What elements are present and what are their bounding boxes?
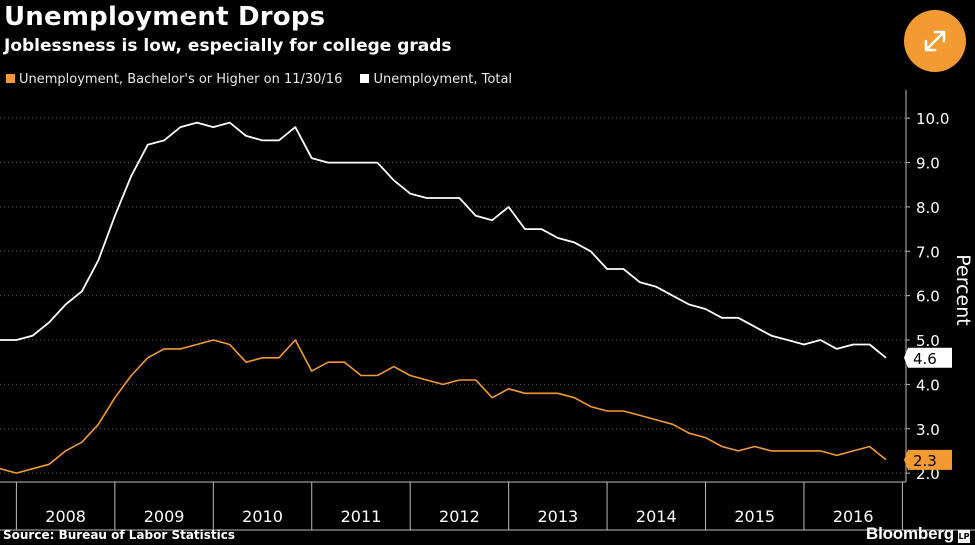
x-tick-label: 2008 xyxy=(45,507,86,526)
brand-logo: Bloomberg xyxy=(866,524,954,543)
brand-mark: LP xyxy=(958,530,970,543)
y-tick-label: 7.0 xyxy=(916,243,940,261)
x-tick-label: 2013 xyxy=(537,507,578,526)
x-tick-label: 2015 xyxy=(734,507,775,526)
value-badge-label: 2.3 xyxy=(913,452,937,470)
legend-swatch-bachelors xyxy=(6,74,15,83)
y-tick-label: 8.0 xyxy=(916,199,940,217)
plot-area xyxy=(0,121,887,474)
y-axis-label: Percent xyxy=(952,254,974,326)
chart-title: Unemployment Drops xyxy=(4,2,326,32)
value-badge-bg xyxy=(904,347,952,368)
last-value-badge-bachelors: 2.3 xyxy=(904,449,952,470)
y-tick-label: 3.0 xyxy=(916,421,940,439)
source-note: Source: Bureau of Labor Statistics xyxy=(3,528,236,542)
x-tick-label: 2010 xyxy=(242,507,283,526)
legend-item-total: Unemployment, Total xyxy=(360,72,512,87)
y-tick-label: 10.0 xyxy=(916,110,949,128)
x-tick-label: 2009 xyxy=(144,507,185,526)
x-tick-label: 2016 xyxy=(833,507,874,526)
legend: Unemployment, Bachelor's or Higher on 11… xyxy=(6,72,526,87)
x-tick-label: 2012 xyxy=(439,507,480,526)
legend-swatch-total xyxy=(360,74,370,83)
series-line-bachelors xyxy=(0,339,887,474)
chart-subtitle: Joblessness is low, especially for colle… xyxy=(4,36,452,56)
x-tick-label: 2014 xyxy=(636,507,677,526)
y-axis: 2.03.04.05.06.07.08.09.010.02.34.6 xyxy=(904,90,952,483)
legend-label-total: Unemployment, Total xyxy=(373,72,513,87)
last-value-badge-total: 4.6 xyxy=(904,347,952,368)
y-tick-label: 6.0 xyxy=(916,288,940,306)
y-tick-label: 4.0 xyxy=(916,376,940,394)
y-tick-label: 5.0 xyxy=(916,332,940,350)
expand-arrows-icon xyxy=(924,30,946,52)
grid xyxy=(0,117,906,474)
x-tick-label: 2011 xyxy=(341,507,382,526)
value-badge-label: 4.6 xyxy=(913,350,937,368)
legend-label-bachelors: Unemployment, Bachelor's or Higher on 11… xyxy=(19,72,343,87)
x-axis: 2008 2009 2010 2011 2012 2013 2014 2015 2016 xyxy=(0,481,975,531)
value-badge-bg xyxy=(904,449,952,470)
series-line-total xyxy=(0,121,887,359)
expand-button[interactable] xyxy=(904,10,966,72)
legend-item-bachelors: Unemployment, Bachelor's or Higher on 11… xyxy=(6,72,346,87)
y-tick-label: 9.0 xyxy=(916,155,940,173)
